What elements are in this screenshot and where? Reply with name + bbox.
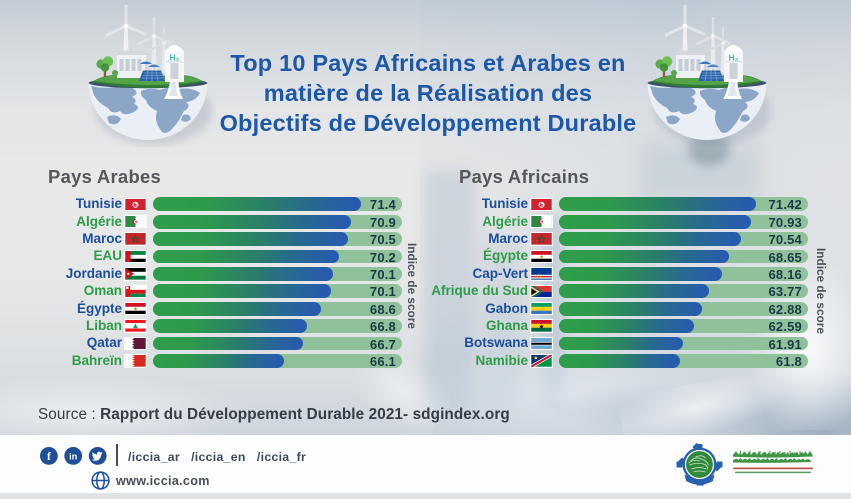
svg-text:f: f: [47, 451, 51, 463]
svg-text:H₂: H₂: [170, 53, 180, 63]
svg-text:in: in: [69, 451, 78, 461]
